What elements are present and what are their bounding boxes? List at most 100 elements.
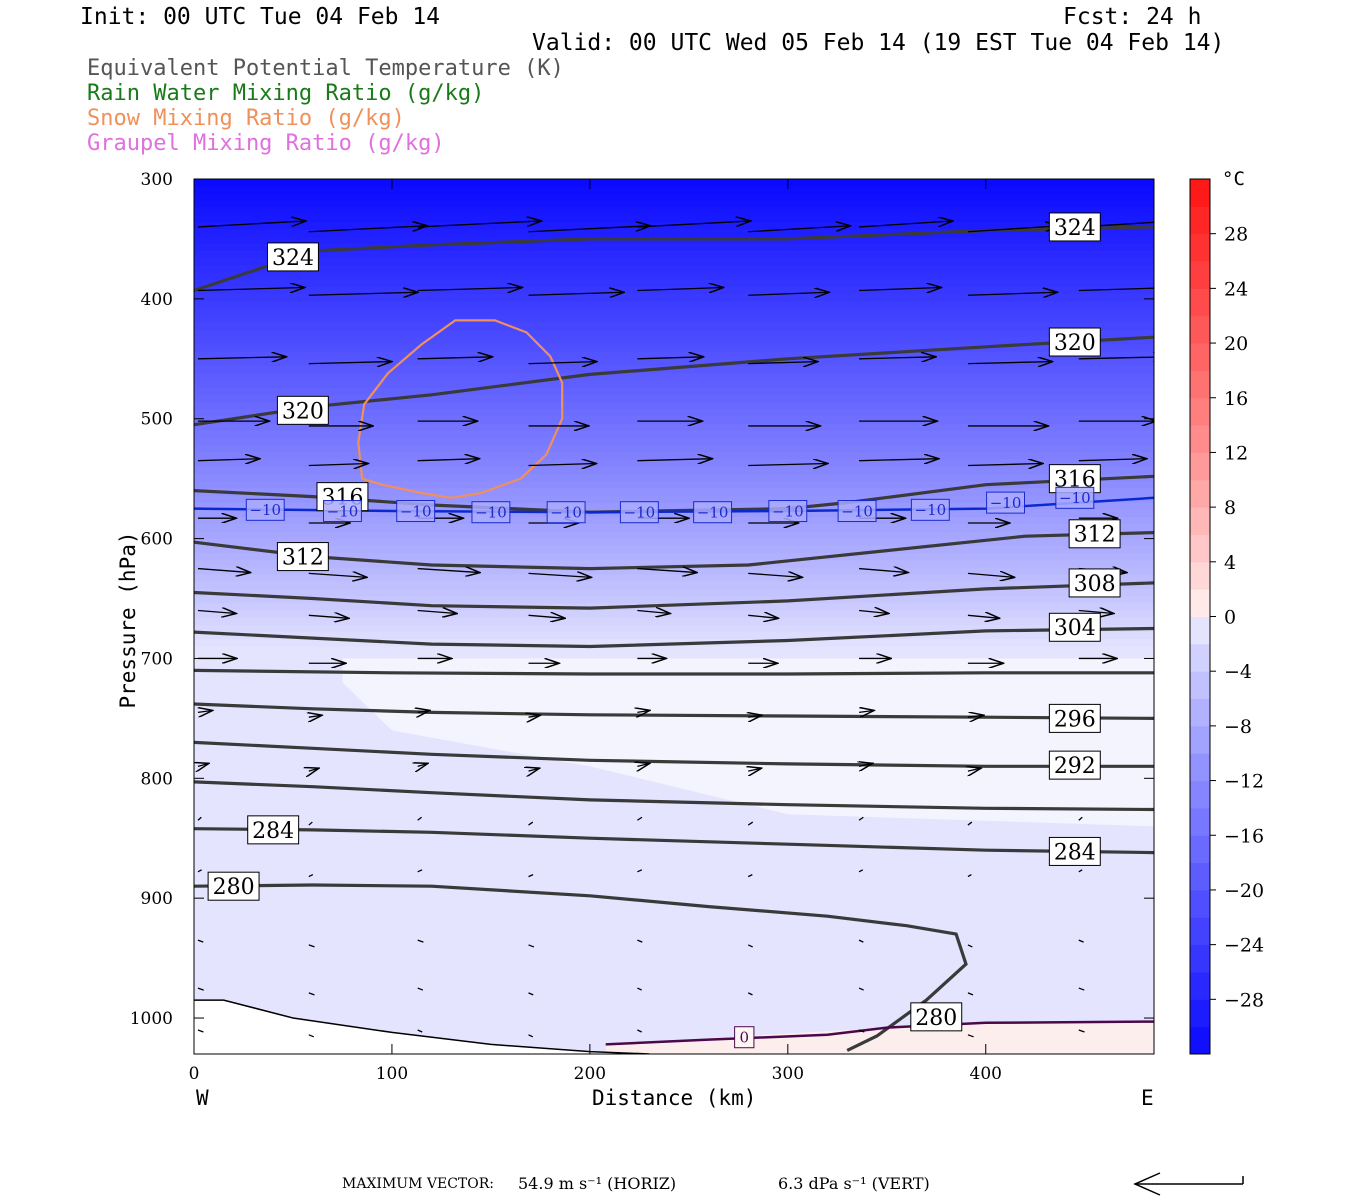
wind-arrow [528, 1034, 534, 1038]
label-text: −10 [772, 502, 804, 520]
colorbar-swatch [1190, 807, 1210, 836]
label-text: 280 [213, 875, 255, 900]
wind-arrow [197, 939, 204, 943]
label-text: 284 [252, 819, 294, 844]
shade-band [194, 459, 1154, 468]
colorbar-swatch [1190, 835, 1210, 864]
contour-label: 320 [276, 395, 329, 425]
label-box [1068, 568, 1121, 598]
wind-arrow [197, 569, 251, 573]
shade-band [194, 646, 1154, 655]
wind-arrow [747, 992, 753, 996]
wind-arrow [967, 944, 973, 948]
shade-band [194, 617, 1154, 626]
label-text: −10 [550, 504, 582, 522]
wind-arrow [417, 816, 422, 821]
label-box [396, 500, 436, 523]
contour-label: −10 [471, 501, 511, 524]
theta-e-contour [194, 531, 1154, 571]
shade-band [194, 430, 1154, 439]
shade-band [194, 588, 1154, 597]
theta-e-contour [194, 702, 1154, 720]
colorbar-swatch [1190, 261, 1210, 289]
wind-arrow [858, 939, 864, 943]
label-text: 0 [739, 1029, 749, 1047]
shade-band [194, 581, 1154, 590]
shade-band [194, 883, 1154, 892]
label-text: −10 [327, 502, 359, 520]
colorbar-swatch [1190, 780, 1210, 809]
shade-band [194, 495, 1154, 504]
wind-arrow [859, 221, 953, 228]
label-text: 320 [282, 399, 324, 424]
label-box [1055, 486, 1095, 509]
wind-arrow [967, 874, 972, 878]
wind-arrow [637, 939, 643, 943]
shade-band [194, 1006, 1154, 1014]
label-box [693, 501, 733, 524]
shade-band [194, 330, 1154, 338]
snow-contour [357, 319, 564, 499]
shade-band [194, 905, 1154, 914]
wind-arrow [197, 987, 204, 991]
colorbar-swatch [1190, 944, 1210, 973]
label-box [910, 498, 950, 521]
wind-arrow [417, 987, 424, 991]
contour-label: 280 [207, 871, 260, 901]
shade-band [194, 574, 1154, 583]
contour-label: −10 [693, 501, 733, 524]
contour-label: 284 [247, 815, 300, 845]
colorbar-tick-label: −28 [1224, 989, 1264, 1011]
theta-e-contour [194, 780, 1154, 812]
wind-arrow [197, 221, 306, 228]
label-text: −10 [841, 502, 873, 520]
shade-band [194, 423, 1154, 432]
colorbar-swatch [1190, 643, 1210, 672]
label-box [619, 501, 659, 524]
wind-arrow [1078, 816, 1083, 821]
west-label: W [196, 1086, 209, 1110]
shade-band [194, 394, 1154, 403]
wind-arrow [967, 463, 1043, 465]
shade-band [194, 481, 1154, 489]
shade-band [194, 243, 1154, 252]
wind-arrow [308, 573, 367, 577]
wind-vectors [197, 221, 1154, 1038]
max-vector-vert: 6.3 dPa s⁻¹ (VERT) [778, 1174, 930, 1193]
shade-band [194, 401, 1154, 410]
colorbar-swatch [1190, 507, 1210, 535]
label-box [1048, 612, 1101, 642]
colorbar: 28 24 20 16 12 8 4 0 −4 −8 −12 −16 −20 −24 −28 [1189, 178, 1264, 1055]
wind-arrow [1078, 357, 1154, 359]
colorbar-swatch [1190, 999, 1210, 1028]
wind-arrow [417, 221, 542, 228]
colorbar-tick-label: −16 [1224, 825, 1264, 847]
contour-label: 320 [1048, 327, 1101, 357]
wind-arrow [637, 569, 697, 573]
wind-arrow [859, 569, 908, 573]
wind-arrow [528, 573, 592, 577]
label-text: −10 [624, 504, 656, 522]
contour-label: −10 [396, 500, 436, 523]
shade-band [194, 970, 1154, 978]
shade-band [194, 538, 1154, 547]
x-tick-label: 200 [574, 1064, 606, 1084]
wind-arrow [967, 715, 984, 717]
label-text: 312 [1074, 523, 1116, 548]
contour-label: 308 [1068, 568, 1121, 598]
x-tick-label: 400 [970, 1064, 1002, 1084]
shade-band [194, 387, 1154, 396]
legend-rain: Rain Water Mixing Ratio (g/kg) [87, 81, 485, 106]
shade-band [194, 416, 1154, 425]
shade-band [194, 301, 1154, 310]
wind-arrow [418, 763, 428, 766]
wind-arrow [308, 463, 369, 465]
wind-arrow [528, 362, 597, 364]
label-text: −10 [697, 504, 729, 522]
colorbar-tick-label: −24 [1224, 935, 1264, 957]
init-time: Init: 00 UTC Tue 04 Feb 14 [80, 4, 441, 30]
legend-graupel: Graupel Mixing Ratio (g/kg) [87, 131, 445, 156]
legend-snow: Snow Mixing Ratio (g/kg) [87, 106, 405, 131]
wind-arrow [968, 768, 981, 771]
